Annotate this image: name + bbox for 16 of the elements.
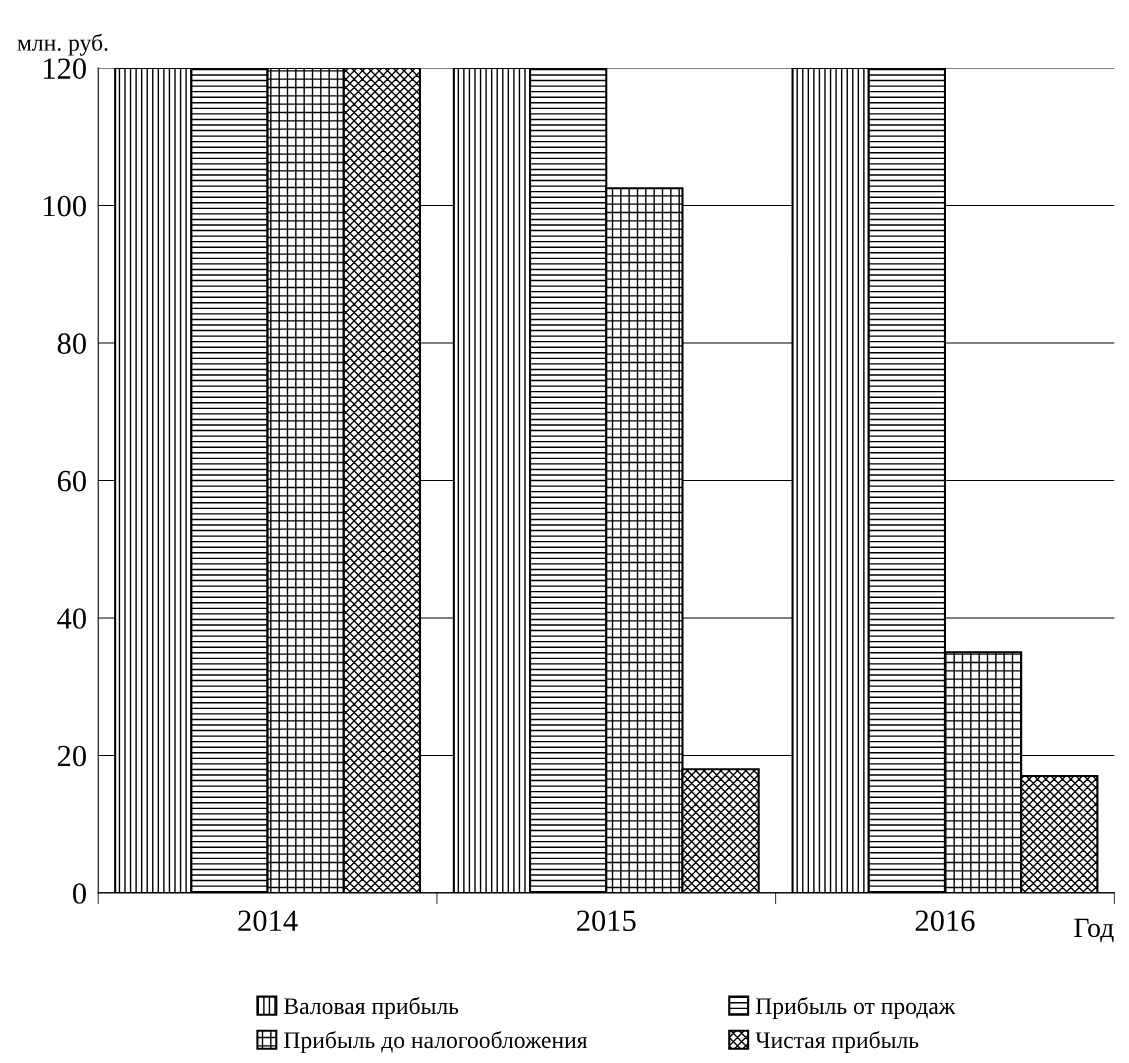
legend-label: Валовая прибыль [284, 996, 459, 1019]
legend-label: Прибыль от продаж [755, 996, 956, 1019]
y-tick-label: 80 [57, 333, 86, 354]
x-tick-label: 2015 [577, 910, 636, 932]
x-tick-label: 2014 [238, 910, 298, 932]
y-tick-label: 0 [73, 883, 86, 904]
x-axis-title: Год [1074, 918, 1114, 943]
y-tick-label: 20 [57, 745, 86, 767]
legend-label: Прибыль до налогообложения [284, 1031, 588, 1053]
x-tick-label: 2016 [915, 910, 975, 932]
y-tick-label: 120 [43, 58, 86, 79]
y-tick-label: 40 [57, 608, 86, 629]
y-tick-label: 60 [57, 470, 86, 492]
legend-label: Чистая прибыль [755, 1031, 919, 1053]
y-axis-title: млн. руб. [17, 33, 108, 56]
y-tick-label: 100 [43, 195, 86, 217]
